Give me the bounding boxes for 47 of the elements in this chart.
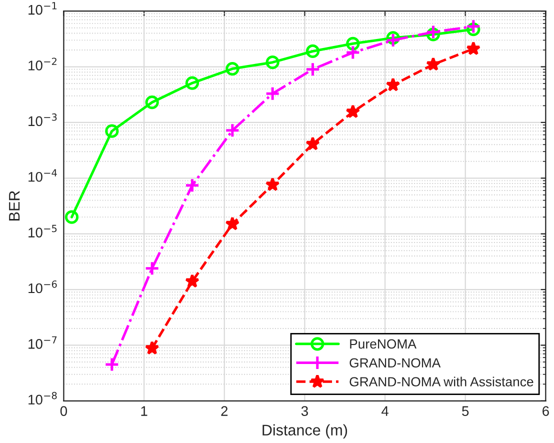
legend-label: PureNOMA	[350, 339, 416, 349]
point	[64, 210, 79, 224]
point	[266, 56, 280, 70]
point	[184, 178, 200, 193]
point	[386, 32, 401, 48]
y-tick-label: 10$^{−2}$	[28, 58, 56, 70]
x-tick-label: 0	[60, 406, 68, 416]
x-tick-label: 3	[301, 406, 308, 416]
point	[426, 56, 440, 71]
point	[185, 274, 200, 288]
point	[306, 44, 320, 58]
x-axis-title: Distance (m)	[262, 424, 348, 439]
point	[306, 136, 320, 150]
point	[265, 177, 280, 192]
point	[144, 260, 160, 276]
point	[185, 76, 200, 90]
y-tick-label: 10$^{−3}$	[28, 113, 57, 126]
x-tick-label: 5	[462, 406, 469, 416]
y-tick-label: 10$^{−4}$	[28, 169, 57, 182]
legend-label: GRAND-NOMA with Assistance	[350, 376, 534, 386]
y-tick-label: 10$^{−1}$	[28, 2, 57, 15]
point	[305, 62, 320, 77]
point	[104, 357, 120, 372]
y-tick-label: 10$^{−5}$	[28, 224, 57, 238]
point	[426, 24, 441, 40]
x-tick-label: 4	[381, 406, 388, 416]
y-axis-title: BER	[9, 191, 20, 220]
y-tick-label: 10$^{−8}$	[28, 392, 57, 405]
point	[225, 216, 240, 230]
x-tick-label: 2	[221, 406, 228, 416]
x-tick-label: 1	[141, 406, 148, 416]
point	[346, 104, 360, 118]
point	[346, 36, 360, 50]
y-tick-label: 10$^{−6}$	[28, 280, 57, 294]
point	[105, 124, 119, 138]
point	[144, 340, 160, 355]
point	[265, 86, 280, 102]
x-tick-label: 6	[542, 406, 549, 416]
point	[345, 45, 360, 60]
point	[466, 41, 481, 56]
point	[224, 122, 240, 138]
point	[226, 62, 240, 76]
point	[466, 18, 481, 34]
point	[386, 78, 400, 92]
y-tick-label: 10$^{−7}$	[28, 336, 57, 349]
legend-label: GRAND-NOMA	[350, 358, 441, 368]
point	[145, 96, 159, 110]
